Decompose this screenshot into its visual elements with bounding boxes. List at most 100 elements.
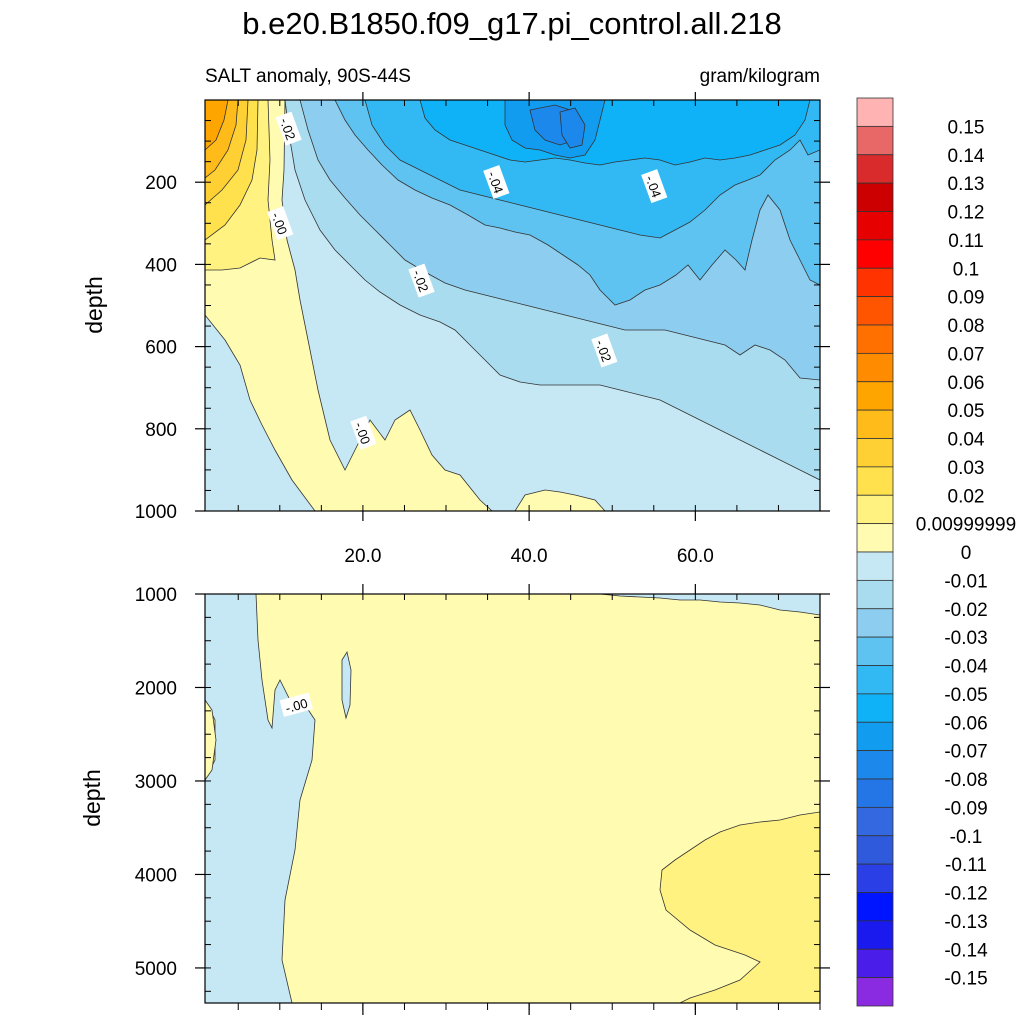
colorbar-box — [856, 352, 894, 383]
colorbar-box — [856, 778, 894, 808]
contour-label-bg — [267, 206, 294, 241]
chart-title: b.e20.B1850.f09_g17.pi_control.all.218 — [242, 6, 782, 41]
y-tick-label: 3000 — [135, 772, 177, 793]
top-contour-labels: -.02 -.00 -.04 -.04 -.02 -.02 -.00 — [267, 111, 668, 450]
colorbar-box — [856, 438, 894, 468]
x-tick-label: 40.0 — [511, 546, 548, 567]
colorbar-box — [856, 494, 894, 525]
fill-bottom-pos-002 — [659, 811, 820, 1003]
colorbar-box — [856, 948, 894, 979]
colorbar-box — [856, 636, 894, 666]
y-tick-label: 5000 — [135, 959, 177, 980]
y-tick-label: 800 — [145, 420, 177, 441]
colorbar-box — [856, 665, 894, 695]
contour-label: -.00 — [350, 415, 377, 450]
colorbar-label: 0.00999999 — [916, 515, 1016, 536]
contour-label: -.04 — [483, 165, 510, 200]
contour-label: -.04 — [641, 169, 668, 204]
colorbar-box — [856, 863, 894, 893]
colorbar-label: 0.12 — [948, 203, 985, 224]
colorbar-box — [856, 806, 894, 837]
contour-label-bg — [408, 263, 435, 298]
colorbar-box — [856, 579, 894, 610]
colorbar-box — [856, 267, 894, 298]
colorbar-label: 0.05 — [948, 401, 985, 422]
colorbar-label: -0.11 — [945, 855, 987, 876]
contour-label-bg — [279, 692, 313, 717]
colorbar-label: -0.02 — [944, 600, 987, 621]
colorbar-label: -0.01 — [944, 571, 987, 592]
colorbar-box — [856, 721, 894, 752]
contour-label-text: -.02 — [410, 268, 432, 294]
y-tick-label: 1000 — [135, 585, 177, 606]
colorbar-label: -0.12 — [944, 884, 987, 905]
colorbar-box — [856, 296, 894, 326]
colorbar-label: 0.13 — [948, 174, 985, 195]
y-tick-label: 600 — [145, 338, 177, 359]
colorbar-box — [856, 182, 894, 212]
top-y-axis: 200 400 600 800 1000 — [135, 99, 830, 523]
contour-label-text: -.02 — [277, 116, 299, 142]
top-panel: -.02 -.00 -.04 -.04 -.02 -.02 -.00 200 400 600 80… — [81, 99, 830, 523]
colorbar-label: 0 — [961, 543, 972, 564]
colorbar-box — [856, 125, 894, 156]
bottom-panel: -.00 1000 2000 3000 4000 5000 depth — [79, 584, 830, 1015]
colorbar-label: -0.06 — [944, 713, 987, 734]
colorbar-label: -0.03 — [944, 628, 987, 649]
contour-label: -.00 — [267, 206, 294, 241]
colorbar-label: -0.15 — [944, 969, 987, 990]
contour-label-bg — [483, 165, 510, 200]
bottom-x-ticks — [237, 584, 821, 1015]
colorbar-label: 0.15 — [948, 117, 985, 138]
colorbar-label: -0.13 — [944, 912, 987, 933]
x-axis: 20.0 40.0 60.0 — [237, 92, 821, 567]
contour-label-text: -.00 — [352, 420, 374, 446]
contour-label-text: -.00 — [284, 696, 310, 716]
colorbar-box — [856, 409, 894, 439]
colorbar-label: 0.14 — [948, 146, 985, 167]
colorbar-label: 0.06 — [948, 373, 985, 394]
colorbar-box — [856, 324, 894, 354]
colorbar-box — [856, 466, 894, 496]
contour-label: -.02 — [408, 263, 435, 298]
colorbar-label: -0.05 — [944, 685, 987, 706]
colorbar-box — [856, 523, 894, 553]
colorbar-label: 0.09 — [948, 288, 985, 309]
colorbar-box — [856, 835, 894, 865]
colorbar-box — [856, 211, 894, 241]
fill-neg-008b — [559, 107, 586, 149]
colorbar: 0.15 0.14 0.13 0.12 0.11 0.1 0.09 0.08 0.07 0.06 0… — [856, 97, 1016, 1007]
colorbar-box — [856, 381, 894, 411]
fill-bottom-neg-001-top — [599, 594, 820, 616]
contour-label-bg — [641, 169, 668, 204]
colorbar-box — [856, 977, 894, 1007]
y-tick-label: 200 — [145, 173, 177, 194]
colorbar-label: 0.04 — [948, 430, 985, 451]
y-tick-label: 400 — [145, 255, 177, 276]
colorbar-label: -0.04 — [944, 657, 988, 678]
colorbar-label: 0.02 — [948, 486, 985, 507]
fill-pos-001-bottom — [514, 489, 606, 511]
colorbar-label: 0.11 — [948, 231, 984, 252]
left-subtitle: SALT anomaly, 90S-44S — [205, 66, 411, 87]
fill-bottom-pos-001-left — [205, 699, 217, 781]
colorbar-box — [856, 693, 894, 723]
bottom-y-axis-label: depth — [79, 769, 105, 827]
colorbar-box — [856, 750, 894, 780]
x-tick-label: 60.0 — [677, 546, 714, 567]
fill-neg-001-lower — [205, 314, 316, 511]
colorbar-box — [856, 551, 894, 581]
fill-pos-006 — [205, 100, 229, 151]
right-subtitle: gram/kilogram — [700, 66, 820, 87]
contour-label-text: -.02 — [593, 338, 615, 364]
colorbar-box — [856, 892, 894, 922]
x-tick-label: 20.0 — [344, 546, 381, 567]
contour-label: -.02 — [275, 111, 302, 146]
top-y-axis-label: depth — [81, 276, 107, 334]
contour-label-text: -.04 — [485, 169, 507, 195]
contour-label-bg — [591, 333, 618, 368]
bottom-contour-labels: -.00 — [279, 692, 313, 717]
colorbar-box — [856, 97, 894, 127]
contour-label-text: -.04 — [642, 173, 664, 199]
